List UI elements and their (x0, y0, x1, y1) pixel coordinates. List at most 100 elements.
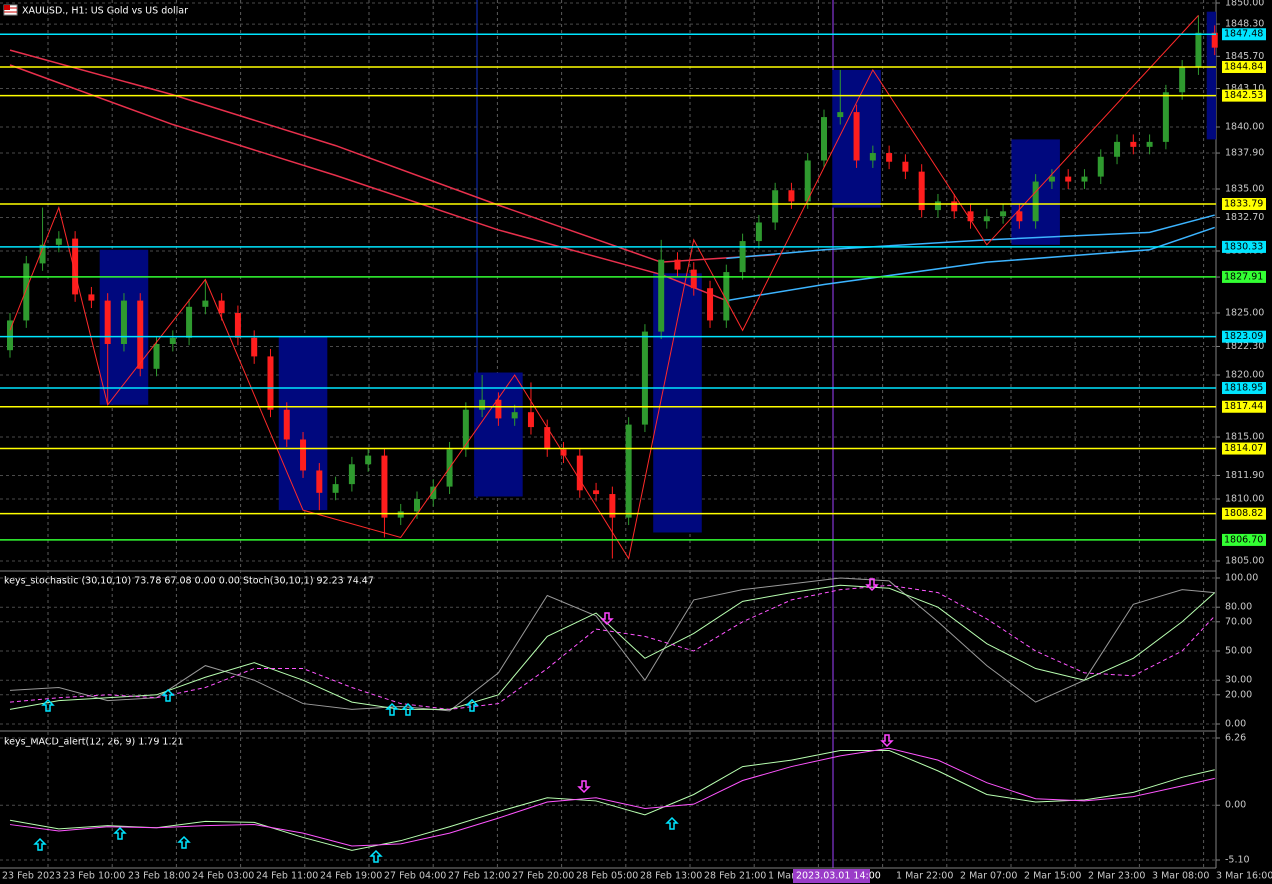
candle-body (462, 409, 469, 450)
level-label: 1830.33 (1224, 241, 1263, 252)
candle-body (1162, 92, 1169, 142)
candle-body (527, 412, 534, 428)
level-label: 1823.09 (1224, 331, 1263, 342)
indicator-line (9, 747, 1215, 847)
candle-body (1016, 211, 1023, 222)
candle-body (772, 190, 779, 223)
y-tick-label: 6.26 (1225, 733, 1246, 744)
candle-body (804, 160, 811, 202)
candle-body (544, 427, 551, 450)
level-tag (1222, 270, 1266, 283)
candle-body (234, 313, 241, 338)
candle-body (267, 356, 274, 410)
x-tick-label: 3 Mar 08:00 (1152, 871, 1209, 882)
candle-body (495, 399, 502, 419)
y-tick-label: 1805.00 (1225, 556, 1264, 567)
moving-average (726, 226, 1215, 302)
level-label: 1808.82 (1224, 508, 1263, 519)
candle-body (137, 300, 144, 369)
level-label: 1818.95 (1224, 383, 1263, 394)
symbol-flag (3, 4, 18, 16)
candle-body (153, 344, 160, 369)
candle-body (348, 464, 355, 485)
level-label: 1806.70 (1224, 534, 1263, 545)
candle-body (886, 153, 893, 162)
y-tick-label: 1811.90 (1225, 470, 1264, 481)
level-tag (1222, 60, 1266, 73)
indicator-line (9, 749, 1215, 851)
sell-arrow (865, 578, 879, 592)
candle-body (609, 494, 616, 518)
x-tick-label: 2 Mar 23:00 (1088, 871, 1145, 882)
candle-body (576, 455, 583, 491)
buy-arrow (369, 849, 383, 863)
level-label: 1817.44 (1224, 401, 1263, 412)
level-label: 1844.84 (1224, 61, 1263, 72)
candle-body (951, 201, 958, 212)
candle-body (88, 294, 95, 301)
x-tick-label: 27 Feb 20:00 (512, 871, 574, 882)
candle-body (593, 490, 600, 495)
candle-body (1179, 67, 1186, 93)
sell-arrow (880, 734, 894, 748)
buy-arrow (33, 837, 47, 851)
candle-body (397, 511, 404, 518)
y-tick-label: 1845.70 (1225, 51, 1264, 62)
chart-title: XAUUSD., H1: US Gold vs US dollar (22, 6, 188, 17)
candle-body (39, 244, 46, 264)
buy-arrow (665, 816, 679, 830)
candle-body (788, 190, 795, 202)
indicator-title: keys_stochastic (30,10,10) 73.78 67.08 0… (4, 576, 374, 587)
buy-arrow (385, 702, 399, 716)
candle-body (658, 259, 665, 332)
level-tag (1222, 507, 1266, 520)
candle-body (1097, 156, 1104, 177)
candle-body (1195, 32, 1202, 68)
level-tag (1222, 198, 1266, 211)
y-tick-label: 1810.00 (1225, 494, 1264, 505)
candle-body (479, 399, 486, 410)
candle-body (934, 201, 941, 211)
candle-body (511, 412, 518, 419)
buy-arrow (177, 835, 191, 849)
candle-body (1032, 181, 1039, 222)
candle-body (55, 238, 62, 245)
candle-body (120, 300, 127, 344)
y-tick-label: -5.10 (1225, 855, 1250, 866)
candle-body (186, 306, 193, 338)
candle-body (723, 272, 730, 321)
candle-body (332, 484, 339, 493)
candle-body (316, 470, 323, 493)
candle-body (414, 499, 420, 512)
candle-body (1130, 141, 1137, 147)
y-tick-label: 1843.10 (1225, 83, 1264, 94)
x-tick-label: 24 Feb 19:00 (320, 871, 382, 882)
candle-body (674, 259, 681, 270)
indicator-title: keys_MACD_alert(12, 26, 9) 1.79 1.21 (4, 737, 184, 748)
candle-body (104, 300, 111, 344)
moving-average (726, 214, 1215, 260)
buy-arrow (401, 702, 415, 716)
candle-body (1000, 211, 1007, 217)
candle-body (202, 300, 209, 307)
zone (474, 372, 523, 497)
candle-body (72, 238, 79, 295)
y-tick-label: 1840.00 (1225, 122, 1264, 133)
y-tick-label: 30.00 (1225, 675, 1252, 686)
level-tag (1222, 89, 1266, 102)
candle-body (169, 337, 176, 344)
sell-arrow (600, 612, 614, 626)
candle-body (755, 222, 762, 242)
level-tag (1222, 382, 1266, 395)
cursor-label: 2023.03.01 14:00 (796, 871, 881, 882)
candle-body (902, 161, 909, 172)
candle-body (853, 112, 860, 161)
candle-body (1048, 176, 1055, 182)
zone (1206, 11, 1216, 140)
level-tag (1222, 400, 1266, 413)
candle-body (1065, 176, 1072, 182)
candle-body (1081, 176, 1088, 182)
sell-arrow (577, 780, 591, 794)
